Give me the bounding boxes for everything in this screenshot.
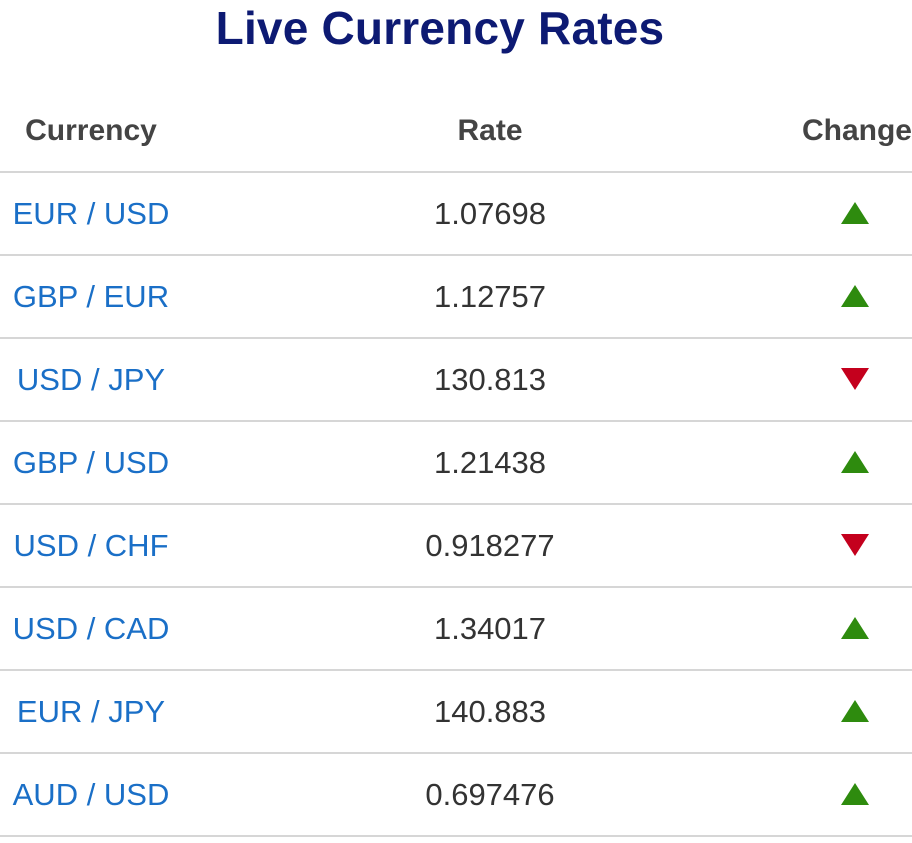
triangle-up-icon (841, 699, 869, 722)
column-header-change: Change (798, 90, 912, 173)
change-cell (798, 172, 912, 256)
rate-value: 0.918277 (182, 504, 798, 588)
triangle-up-icon (841, 201, 869, 224)
change-cell (798, 338, 912, 422)
rate-value: 140.883 (182, 670, 798, 754)
currency-pair-link[interactable]: GBP / EUR (0, 255, 182, 339)
currency-pair-link[interactable]: USD / CHF (0, 504, 182, 588)
rate-value: 1.07698 (182, 172, 798, 256)
table-row: USD / CHF 0.918277 (0, 504, 912, 588)
rate-value: 1.12757 (182, 255, 798, 339)
currency-pair-link[interactable]: EUR / JPY (0, 670, 182, 754)
table-row: EUR / USD 1.07698 (0, 172, 912, 256)
currency-pair-link[interactable]: USD / JPY (0, 338, 182, 422)
rate-value: 130.813 (182, 338, 798, 422)
table-row: EUR / JPY 140.883 (0, 670, 912, 754)
currency-pair-link[interactable]: AUD / USD (0, 753, 182, 837)
table-row: USD / CAD 1.34017 (0, 587, 912, 671)
triangle-down-icon (841, 533, 869, 556)
table-row: GBP / EUR 1.12757 (0, 255, 912, 339)
rate-value: 0.697476 (182, 753, 798, 837)
table-row: GBP / USD 1.21438 (0, 421, 912, 505)
change-cell (798, 587, 912, 671)
table-header-row: Currency Rate Change (0, 90, 912, 173)
rate-value: 1.21438 (182, 421, 798, 505)
triangle-up-icon (841, 450, 869, 473)
column-header-rate: Rate (182, 90, 798, 173)
change-cell (798, 421, 912, 505)
table-row: AUD / USD 0.697476 (0, 753, 912, 837)
triangle-down-icon (841, 367, 869, 390)
column-header-currency: Currency (0, 90, 182, 173)
triangle-up-icon (841, 616, 869, 639)
change-cell (798, 670, 912, 754)
triangle-up-icon (841, 284, 869, 307)
currency-pair-link[interactable]: GBP / USD (0, 421, 182, 505)
page-title: Live Currency Rates (215, 2, 665, 54)
change-cell (798, 255, 912, 339)
currency-pair-link[interactable]: EUR / USD (0, 172, 182, 256)
currency-pair-link[interactable]: USD / CAD (0, 587, 182, 671)
change-cell (798, 753, 912, 837)
triangle-up-icon (841, 782, 869, 805)
change-cell (798, 504, 912, 588)
currency-rates-table: Currency Rate Change EUR / USD 1.07698 G… (0, 90, 912, 837)
table-row: USD / JPY 130.813 (0, 338, 912, 422)
rate-value: 1.34017 (182, 587, 798, 671)
